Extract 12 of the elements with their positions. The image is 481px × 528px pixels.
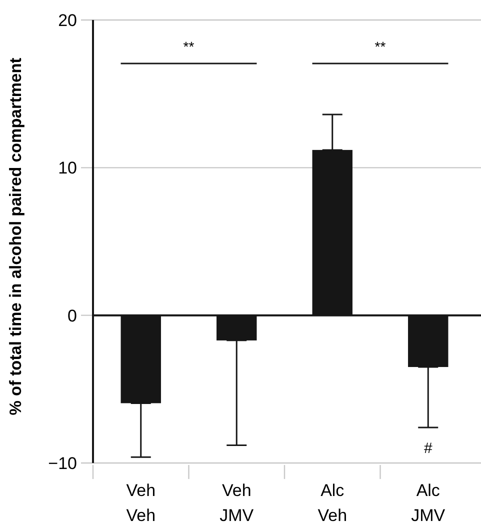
x-tick-label: Alc JMV xyxy=(411,481,446,525)
x-tick-label: Veh JMV xyxy=(220,481,254,525)
annotation: # xyxy=(424,440,433,457)
annotation: ** xyxy=(374,38,386,55)
x-tick-label: Veh Veh xyxy=(126,481,156,525)
y-tick-label: 20 xyxy=(58,10,77,30)
y-tick-label: 10 xyxy=(58,158,77,178)
annotation: ** xyxy=(183,38,195,55)
y-axis-title: % of total time in alcohol paired compartment xyxy=(7,57,25,416)
x-tick-label: Alc Veh xyxy=(318,481,348,525)
y-tick-label: −10 xyxy=(48,454,77,473)
y-tick-label: 0 xyxy=(68,306,77,326)
